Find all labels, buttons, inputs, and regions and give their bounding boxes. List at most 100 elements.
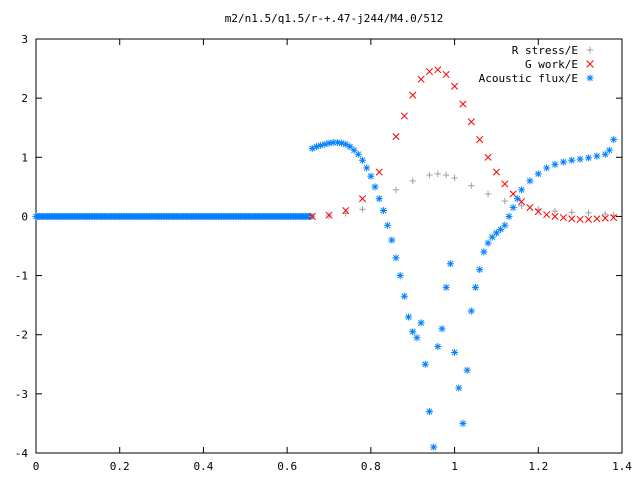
data-point: [346, 143, 354, 151]
data-point: [426, 171, 433, 179]
x-tick-label: 1: [451, 460, 458, 473]
data-point: [400, 112, 408, 120]
data-point: [534, 170, 542, 178]
data-point: [551, 212, 559, 220]
y-tick-label: -2: [15, 329, 28, 342]
data-point: [425, 408, 433, 416]
x-tick-label: 0.8: [361, 460, 381, 473]
data-point: [455, 384, 463, 392]
data-point: [367, 172, 375, 180]
data-point: [375, 195, 383, 203]
data-point: [308, 212, 316, 220]
y-tick-label: 1: [21, 151, 28, 164]
data-point: [513, 195, 521, 203]
data-point: [434, 66, 442, 74]
data-point: [359, 206, 366, 213]
data-point: [405, 313, 413, 321]
x-tick-label: 0.6: [277, 460, 297, 473]
data-point: [409, 177, 416, 185]
data-point: [467, 307, 475, 315]
data-point: [421, 360, 429, 368]
data-point: [413, 334, 421, 342]
data-point: [551, 207, 559, 215]
series-g-work-e: [308, 66, 618, 223]
y-tick-label: 2: [21, 92, 28, 105]
data-point: [476, 266, 484, 274]
data-point: [534, 208, 542, 216]
data-point: [443, 171, 450, 179]
data-point: [463, 366, 471, 374]
y-tick-label: -1: [15, 270, 28, 283]
data-point: [451, 174, 458, 182]
data-point: [392, 254, 400, 262]
data-point: [509, 204, 517, 212]
data-point: [501, 221, 509, 229]
data-point: [459, 100, 467, 108]
data-point: [446, 260, 454, 268]
data-point: [358, 156, 366, 164]
data-point: [526, 177, 534, 185]
legend-marker: [586, 60, 594, 68]
x-axis: 0 0.2 0.4 0.6 0.8 1 1.2 1.4: [33, 39, 632, 473]
data-point: [409, 328, 417, 336]
data-point: [518, 202, 525, 209]
data-point: [605, 146, 613, 154]
data-point: [409, 91, 417, 99]
data-point: [593, 215, 601, 223]
data-point: [338, 139, 346, 147]
acoustic-flux-baseline: [32, 212, 315, 220]
data-point: [354, 150, 362, 158]
data-point: [585, 209, 592, 217]
x-tick-label: 0.2: [110, 460, 130, 473]
data-point: [484, 190, 492, 198]
plot-area-frame: [35, 38, 623, 454]
data-point: [442, 70, 450, 79]
data-point: [442, 283, 450, 291]
data-point: [317, 141, 325, 149]
data-point: [467, 118, 475, 126]
data-point: [342, 206, 350, 215]
data-point: [480, 248, 488, 256]
data-point: [593, 152, 601, 160]
data-point: [601, 214, 609, 222]
data-point: [358, 195, 367, 203]
data-point: [501, 197, 508, 205]
data-point: [468, 182, 475, 189]
data-point: [518, 186, 526, 194]
data-point: [375, 168, 383, 176]
legend-marker: [586, 74, 594, 82]
data-point: [430, 443, 438, 451]
data-point: [396, 272, 404, 280]
data-point: [488, 233, 496, 241]
x-tick-label: 1.2: [528, 460, 548, 473]
x-tick-label: 0: [33, 460, 40, 473]
data-point: [417, 319, 425, 327]
data-point: [543, 211, 551, 219]
data-point: [451, 82, 459, 90]
data-point: [434, 170, 442, 178]
y-tick-label: -3: [15, 388, 28, 401]
data-point: [342, 210, 349, 217]
data-point: [559, 158, 567, 166]
data-point: [371, 183, 379, 191]
data-point: [379, 207, 387, 215]
x-tick-label: 0.4: [193, 460, 213, 473]
y-tick-label: 3: [21, 33, 28, 46]
data-point: [610, 214, 618, 222]
data-point: [526, 204, 534, 212]
legend-marker: [586, 46, 594, 54]
data-point: [392, 133, 400, 141]
data-point: [543, 164, 551, 172]
legend-label: G work/E: [525, 58, 578, 71]
data-point: [585, 154, 593, 162]
data-point: [568, 156, 576, 164]
series-layer: [32, 66, 618, 451]
data-point: [568, 215, 576, 223]
y-axis: 3 2 1 0 -1 -2 -3 -4: [15, 33, 622, 460]
data-point: [425, 67, 434, 76]
data-point: [576, 215, 584, 223]
data-point: [551, 160, 559, 168]
data-point: [484, 239, 492, 247]
